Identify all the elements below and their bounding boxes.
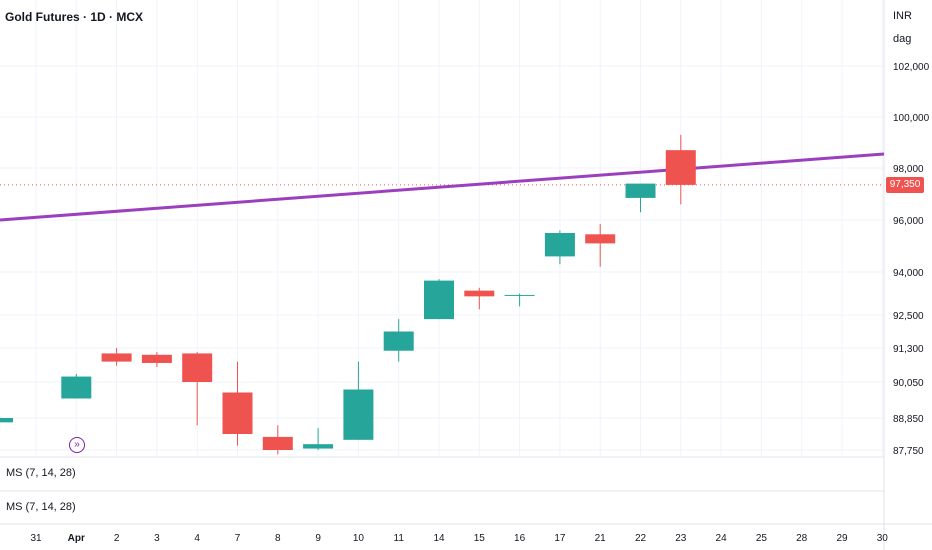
x-tick-label: 16	[514, 533, 526, 544]
y-tick-label: 100,000	[893, 113, 930, 124]
x-tick-label: 29	[836, 533, 848, 544]
chart-title: Gold Futures · 1D · MCX	[5, 10, 143, 24]
candle	[101, 348, 132, 366]
candle	[464, 287, 495, 310]
candle-body	[383, 331, 414, 351]
y-tick-label: 88,850	[893, 414, 924, 425]
x-tick-label: 8	[275, 533, 281, 544]
candle-body	[303, 444, 334, 449]
candle	[141, 352, 172, 368]
candle-body	[665, 150, 696, 185]
x-tick-label: 11	[394, 533, 405, 544]
candle-body	[141, 354, 172, 363]
currency-label[interactable]: INR	[893, 10, 912, 22]
candle-body	[504, 294, 535, 296]
x-tick-label: 14	[433, 533, 445, 544]
x-tick-label: 22	[635, 533, 647, 544]
time-axis: 31 Apr 2 3 4 7 8 9 10 11 14 15 16 17 21 22 23 24 25 28 29 30	[30, 533, 888, 544]
grid	[0, 0, 884, 457]
event-marker-icon[interactable]: »	[69, 437, 85, 453]
x-tick-label: 15	[474, 533, 486, 544]
x-tick-label: 21	[595, 533, 607, 544]
candle-body	[544, 233, 575, 257]
candle-body	[343, 389, 374, 440]
candle	[222, 361, 253, 446]
trend-line	[0, 152, 885, 222]
candle-body	[61, 376, 92, 399]
unit-label[interactable]: dag	[893, 33, 912, 45]
x-tick-label: Apr	[68, 533, 85, 544]
candle	[544, 230, 575, 265]
candle-body	[182, 353, 213, 382]
indicator-label-1[interactable]: MS (7, 14, 28)	[6, 467, 76, 479]
candle-body	[222, 392, 253, 434]
candle-body	[625, 183, 656, 198]
x-tick-label: 25	[756, 533, 768, 544]
candle	[625, 183, 656, 213]
candle	[262, 425, 293, 455]
candle-body	[585, 234, 616, 244]
candle	[61, 373, 92, 399]
candles	[0, 134, 696, 455]
y-tick-label: 91,300	[893, 344, 924, 355]
y-tick-label: 94,000	[893, 268, 924, 279]
y-tick-label: 102,000	[893, 62, 930, 73]
x-tick-label: 17	[554, 533, 566, 544]
x-tick-label: 30	[877, 533, 889, 544]
x-tick-label: 2	[114, 533, 120, 544]
x-tick-label: 10	[353, 533, 365, 544]
x-tick-label: 24	[716, 533, 728, 544]
candle-body	[101, 353, 132, 362]
x-tick-label: 4	[194, 533, 200, 544]
candle	[665, 134, 696, 205]
candle-body	[424, 280, 454, 320]
x-tick-label: 23	[675, 533, 687, 544]
candle-body	[0, 418, 13, 423]
y-tick-label: 96,000	[893, 216, 924, 227]
candle	[343, 361, 374, 440]
x-tick-label: 7	[235, 533, 241, 544]
candle-body	[464, 290, 495, 297]
candle	[504, 293, 535, 307]
candle	[303, 428, 334, 450]
x-tick-label: 28	[796, 533, 808, 544]
x-tick-label: 31	[30, 533, 42, 544]
candle	[383, 319, 414, 362]
x-tick-label: 3	[154, 533, 160, 544]
y-tick-label: 87,750	[893, 446, 924, 457]
candle	[0, 418, 13, 423]
candle-body	[262, 436, 293, 450]
indicator-label-2[interactable]: MS (7, 14, 28)	[6, 501, 76, 513]
price-axis: 102,000 100,000 98,000 96,000 94,000 92,500 91…	[893, 62, 930, 457]
indicator-separators	[0, 456, 884, 525]
x-tick-label: 9	[315, 533, 321, 544]
y-tick-label: 92,500	[893, 311, 924, 322]
y-tick-label: 90,050	[893, 378, 924, 389]
y-tick-label: 98,000	[893, 164, 924, 175]
candle	[585, 223, 616, 267]
candle	[424, 279, 454, 320]
last-price-badge: 97,350	[886, 177, 924, 193]
candle	[182, 352, 213, 426]
